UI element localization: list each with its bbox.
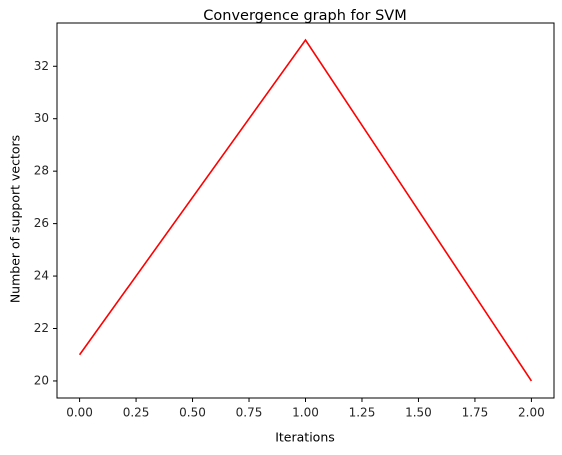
x-tick-label: 0.25: [123, 406, 150, 420]
y-tick-label: 32: [34, 59, 49, 73]
y-tick-label: 22: [34, 321, 49, 335]
x-tick-label: 1.25: [349, 406, 376, 420]
y-tick-label: 26: [34, 216, 49, 230]
y-tick-label: 28: [34, 164, 49, 178]
series-line: [78, 38, 533, 382]
series-layer: [78, 38, 533, 382]
y-tick-label: 24: [34, 269, 49, 283]
x-tick-label: 0.75: [236, 406, 263, 420]
x-tick-label: 0.00: [66, 406, 93, 420]
x-tick-label: 2.00: [518, 406, 545, 420]
x-axis-label: Iterations: [275, 430, 335, 445]
y-axis: 20 22 24 26 28 30 32: [34, 59, 57, 387]
y-tick-label: 20: [34, 373, 49, 387]
y-tick-label: 30: [34, 111, 49, 125]
x-tick-label: 1.00: [292, 406, 319, 420]
x-axis: 0.00 0.25 0.50 0.75 1.00 1.25 1.50 1.75 2.00: [66, 398, 545, 420]
x-tick-label: 1.75: [462, 406, 489, 420]
chart-title: Convergence graph for SVM: [203, 8, 406, 24]
y-axis-label: Number of support vectors: [8, 135, 23, 303]
x-tick-label: 1.50: [405, 406, 432, 420]
x-tick-label: 0.50: [179, 406, 206, 420]
plot-area: [56, 22, 555, 399]
